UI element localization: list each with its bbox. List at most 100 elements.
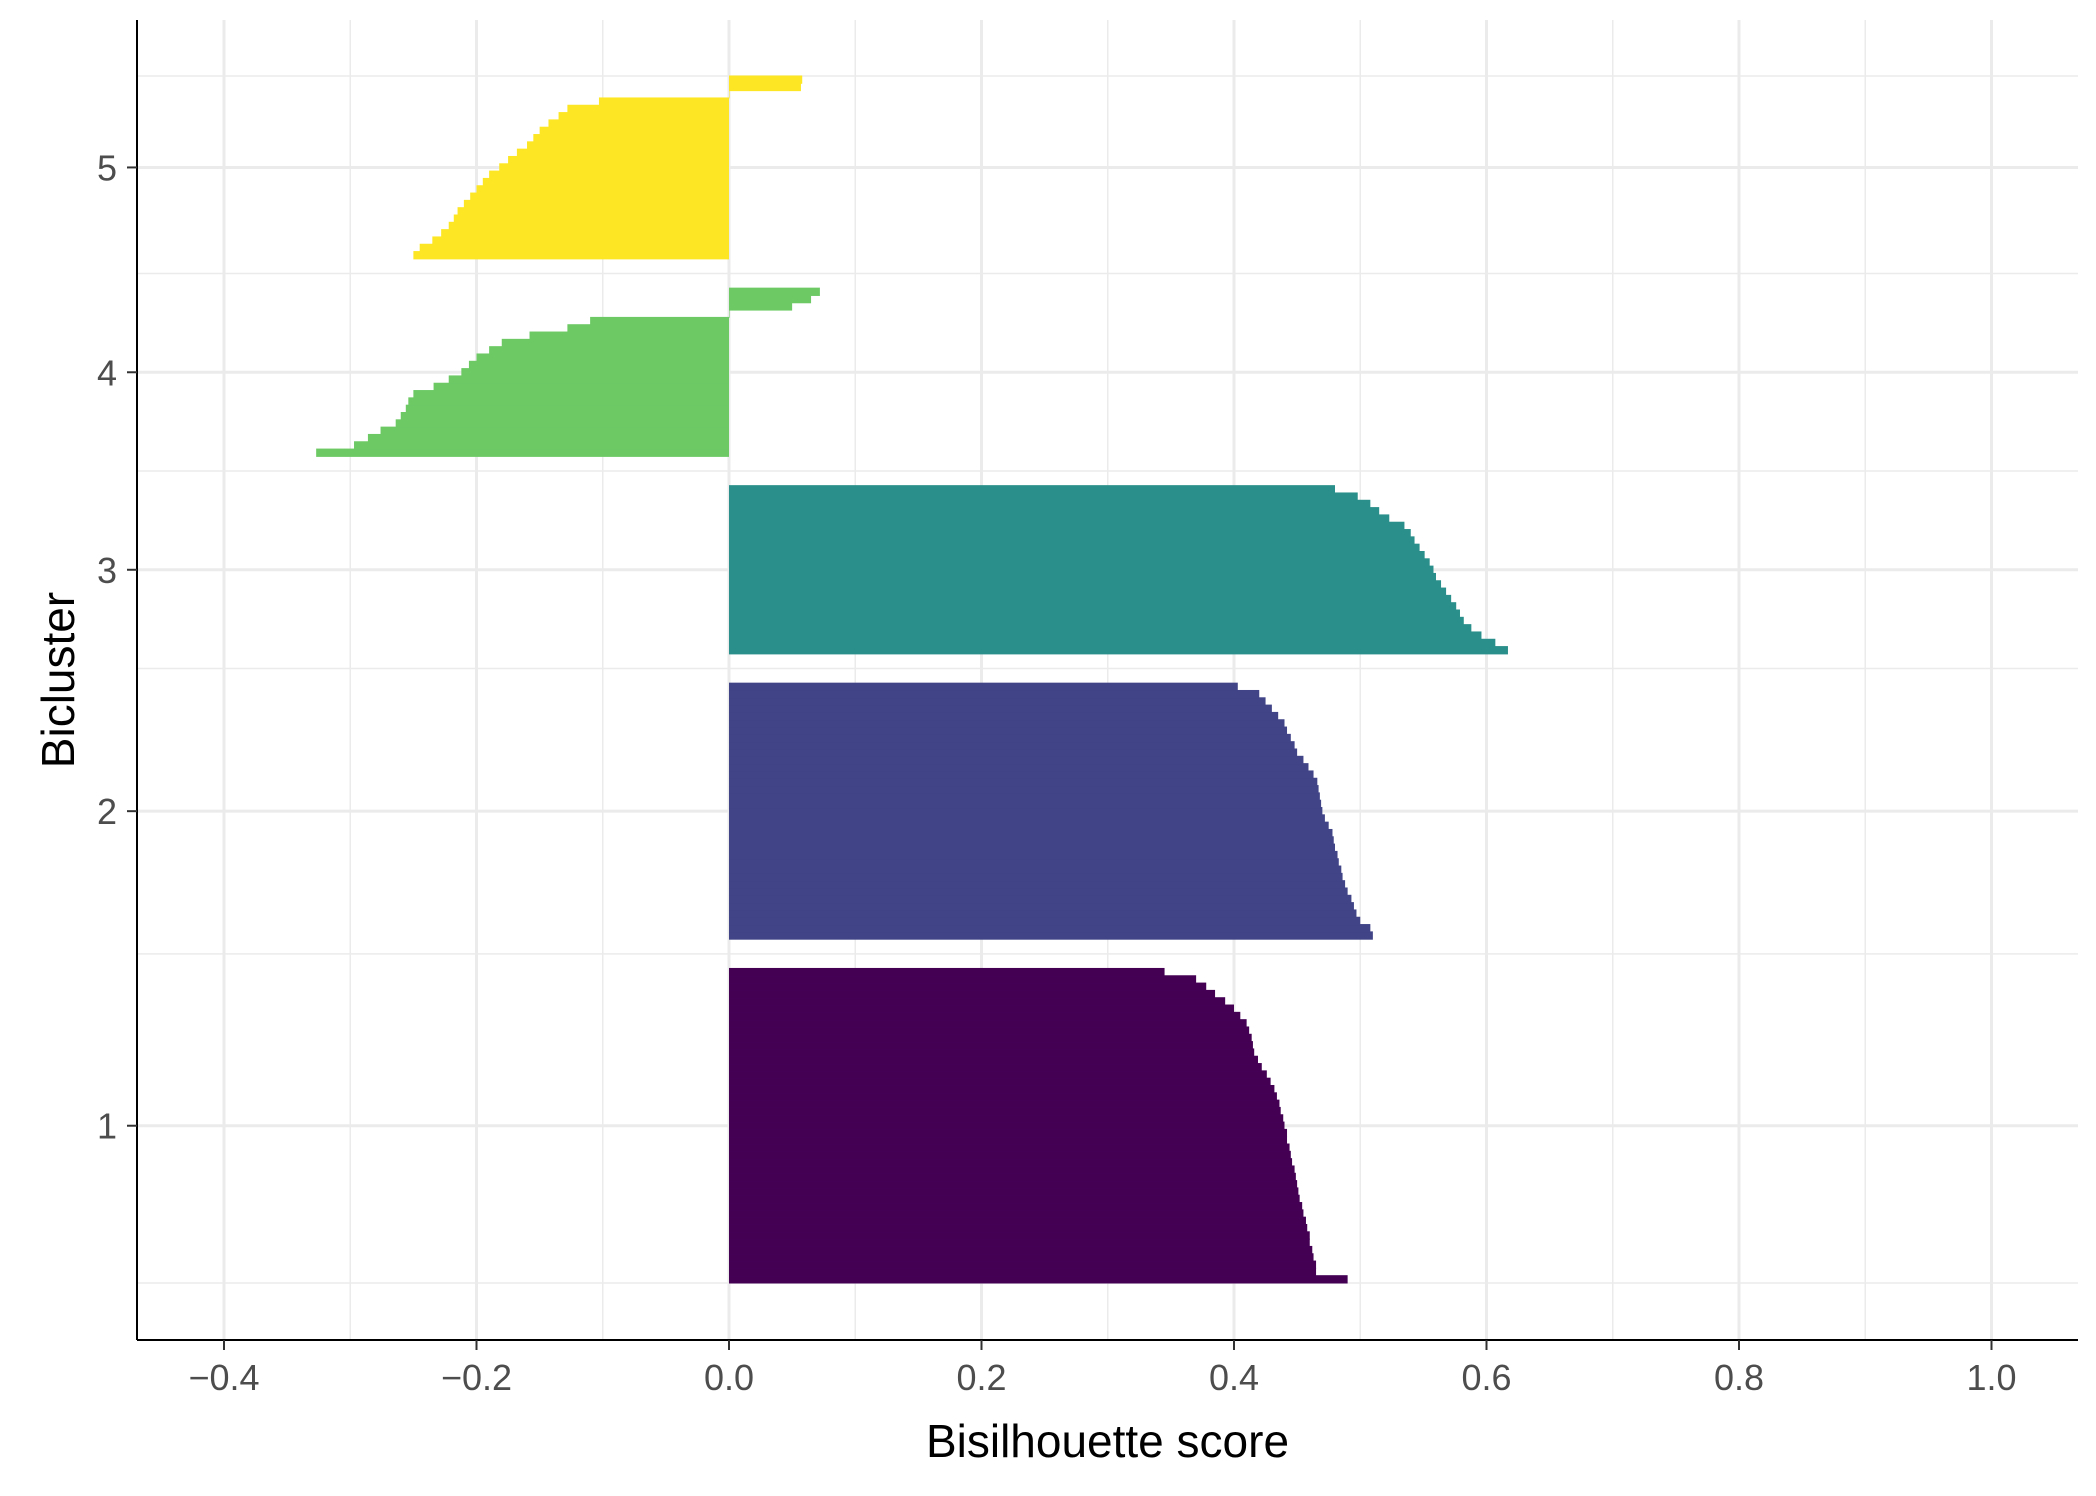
silhouette-bar — [729, 1172, 1296, 1182]
silhouette-bar — [729, 1121, 1285, 1130]
silhouette-bar — [729, 616, 1464, 626]
silhouette-bar — [508, 155, 729, 165]
silhouette-bar — [729, 880, 1346, 889]
silhouette-bar — [729, 529, 1411, 538]
silhouette-bar — [729, 1216, 1306, 1225]
silhouette-bar — [499, 163, 729, 172]
silhouette-bar — [729, 1194, 1300, 1204]
silhouette-bar — [729, 624, 1472, 633]
x-tick-label: 0.0 — [704, 1357, 754, 1398]
silhouette-bar — [729, 1238, 1310, 1247]
silhouette-bar — [729, 1033, 1252, 1043]
silhouette-bar — [413, 390, 729, 399]
silhouette-bar — [729, 309, 730, 318]
silhouette-bar — [729, 587, 1447, 596]
silhouette-bar — [729, 1180, 1298, 1189]
silhouette-bar — [453, 214, 729, 223]
silhouette-bar — [729, 646, 1508, 655]
silhouette-bar — [729, 902, 1354, 911]
silhouette-bar — [729, 550, 1425, 560]
silhouette-bar — [729, 865, 1342, 874]
silhouette-bar — [729, 785, 1319, 794]
silhouette-bar — [729, 75, 803, 84]
silhouette-bar — [729, 836, 1334, 845]
silhouette-bar — [405, 404, 729, 413]
silhouette-bar — [729, 1275, 1348, 1284]
silhouette-bar — [729, 1114, 1284, 1123]
silhouette-bar — [729, 770, 1314, 779]
silhouette-bar — [729, 1026, 1250, 1035]
silhouette-bar — [729, 1209, 1304, 1218]
silhouette-bar — [729, 572, 1436, 582]
silhouette-bar — [367, 433, 729, 443]
silhouette-bar — [729, 843, 1335, 852]
silhouette-bar — [729, 989, 1216, 999]
silhouette-bar — [729, 872, 1343, 882]
silhouette-bar — [533, 134, 729, 143]
y-tick-label: 5 — [97, 147, 117, 188]
silhouette-bar — [729, 82, 801, 92]
silhouette-bar — [729, 499, 1371, 509]
silhouette-bar — [729, 814, 1325, 823]
silhouette-bar — [527, 141, 729, 150]
silhouette-bar — [729, 792, 1320, 801]
silhouette-bar — [729, 1070, 1267, 1079]
silhouette-bar — [729, 558, 1430, 567]
silhouette-bar — [729, 755, 1304, 765]
silhouette-bar — [408, 397, 729, 406]
x-tick-label: −0.2 — [441, 1357, 512, 1398]
silhouette-bar — [448, 221, 729, 231]
silhouette-bar — [461, 368, 729, 377]
silhouette-bar — [729, 1048, 1255, 1057]
silhouette-bar — [729, 580, 1442, 589]
silhouette-bar — [729, 1223, 1308, 1233]
silhouette-bar — [729, 631, 1482, 640]
axes — [136, 20, 2078, 1341]
silhouette-bar — [729, 565, 1434, 574]
silhouette-bar — [729, 807, 1323, 816]
silhouette-bar — [558, 112, 729, 121]
silhouette-bar — [729, 719, 1285, 728]
silhouette-bar — [729, 536, 1415, 545]
silhouette-bar — [729, 697, 1266, 706]
silhouette-bar — [729, 507, 1380, 516]
silhouette-bar — [539, 126, 729, 136]
silhouette-bar — [441, 229, 729, 238]
silhouette-bar — [516, 148, 729, 157]
silhouette-bar — [729, 1245, 1313, 1255]
silhouette-bar — [729, 1106, 1281, 1116]
silhouette-bar — [729, 1143, 1290, 1152]
y-axis-title: Bicluster — [32, 592, 84, 768]
silhouette-bar — [482, 177, 729, 187]
silhouette-bar — [729, 1041, 1253, 1050]
silhouette-bar — [729, 777, 1318, 787]
silhouette-bar — [729, 1128, 1288, 1138]
silhouette-bar — [729, 850, 1338, 860]
silhouette-bar — [729, 1187, 1299, 1196]
silhouette-bar — [380, 426, 729, 435]
silhouette-bar — [729, 982, 1207, 991]
silhouette-bar — [419, 243, 729, 253]
silhouette-bar — [729, 485, 1335, 494]
silhouette-bar — [463, 199, 729, 209]
silhouette-bar — [400, 411, 729, 421]
silhouette-bar — [729, 1092, 1277, 1101]
silhouette-bar — [729, 514, 1390, 523]
silhouette-bar — [729, 997, 1226, 1006]
silhouette-bar — [729, 1260, 1317, 1269]
silhouette-bar — [476, 185, 729, 194]
silhouette-bar — [567, 104, 729, 114]
silhouette-bar — [567, 324, 729, 333]
silhouette-bar — [729, 916, 1361, 926]
silhouette-bar — [729, 543, 1420, 552]
silhouette-bar — [729, 1084, 1275, 1094]
silhouette-bar — [729, 602, 1457, 611]
silhouette-bar — [729, 1004, 1234, 1013]
silhouette-bar — [729, 638, 1496, 648]
silhouette-bar — [729, 1158, 1293, 1167]
silhouette-bar — [729, 741, 1295, 750]
silhouette-bar — [729, 704, 1272, 713]
silhouette-bar — [729, 594, 1452, 604]
silhouette-bar — [729, 828, 1333, 838]
silhouette-bar — [729, 1231, 1310, 1240]
